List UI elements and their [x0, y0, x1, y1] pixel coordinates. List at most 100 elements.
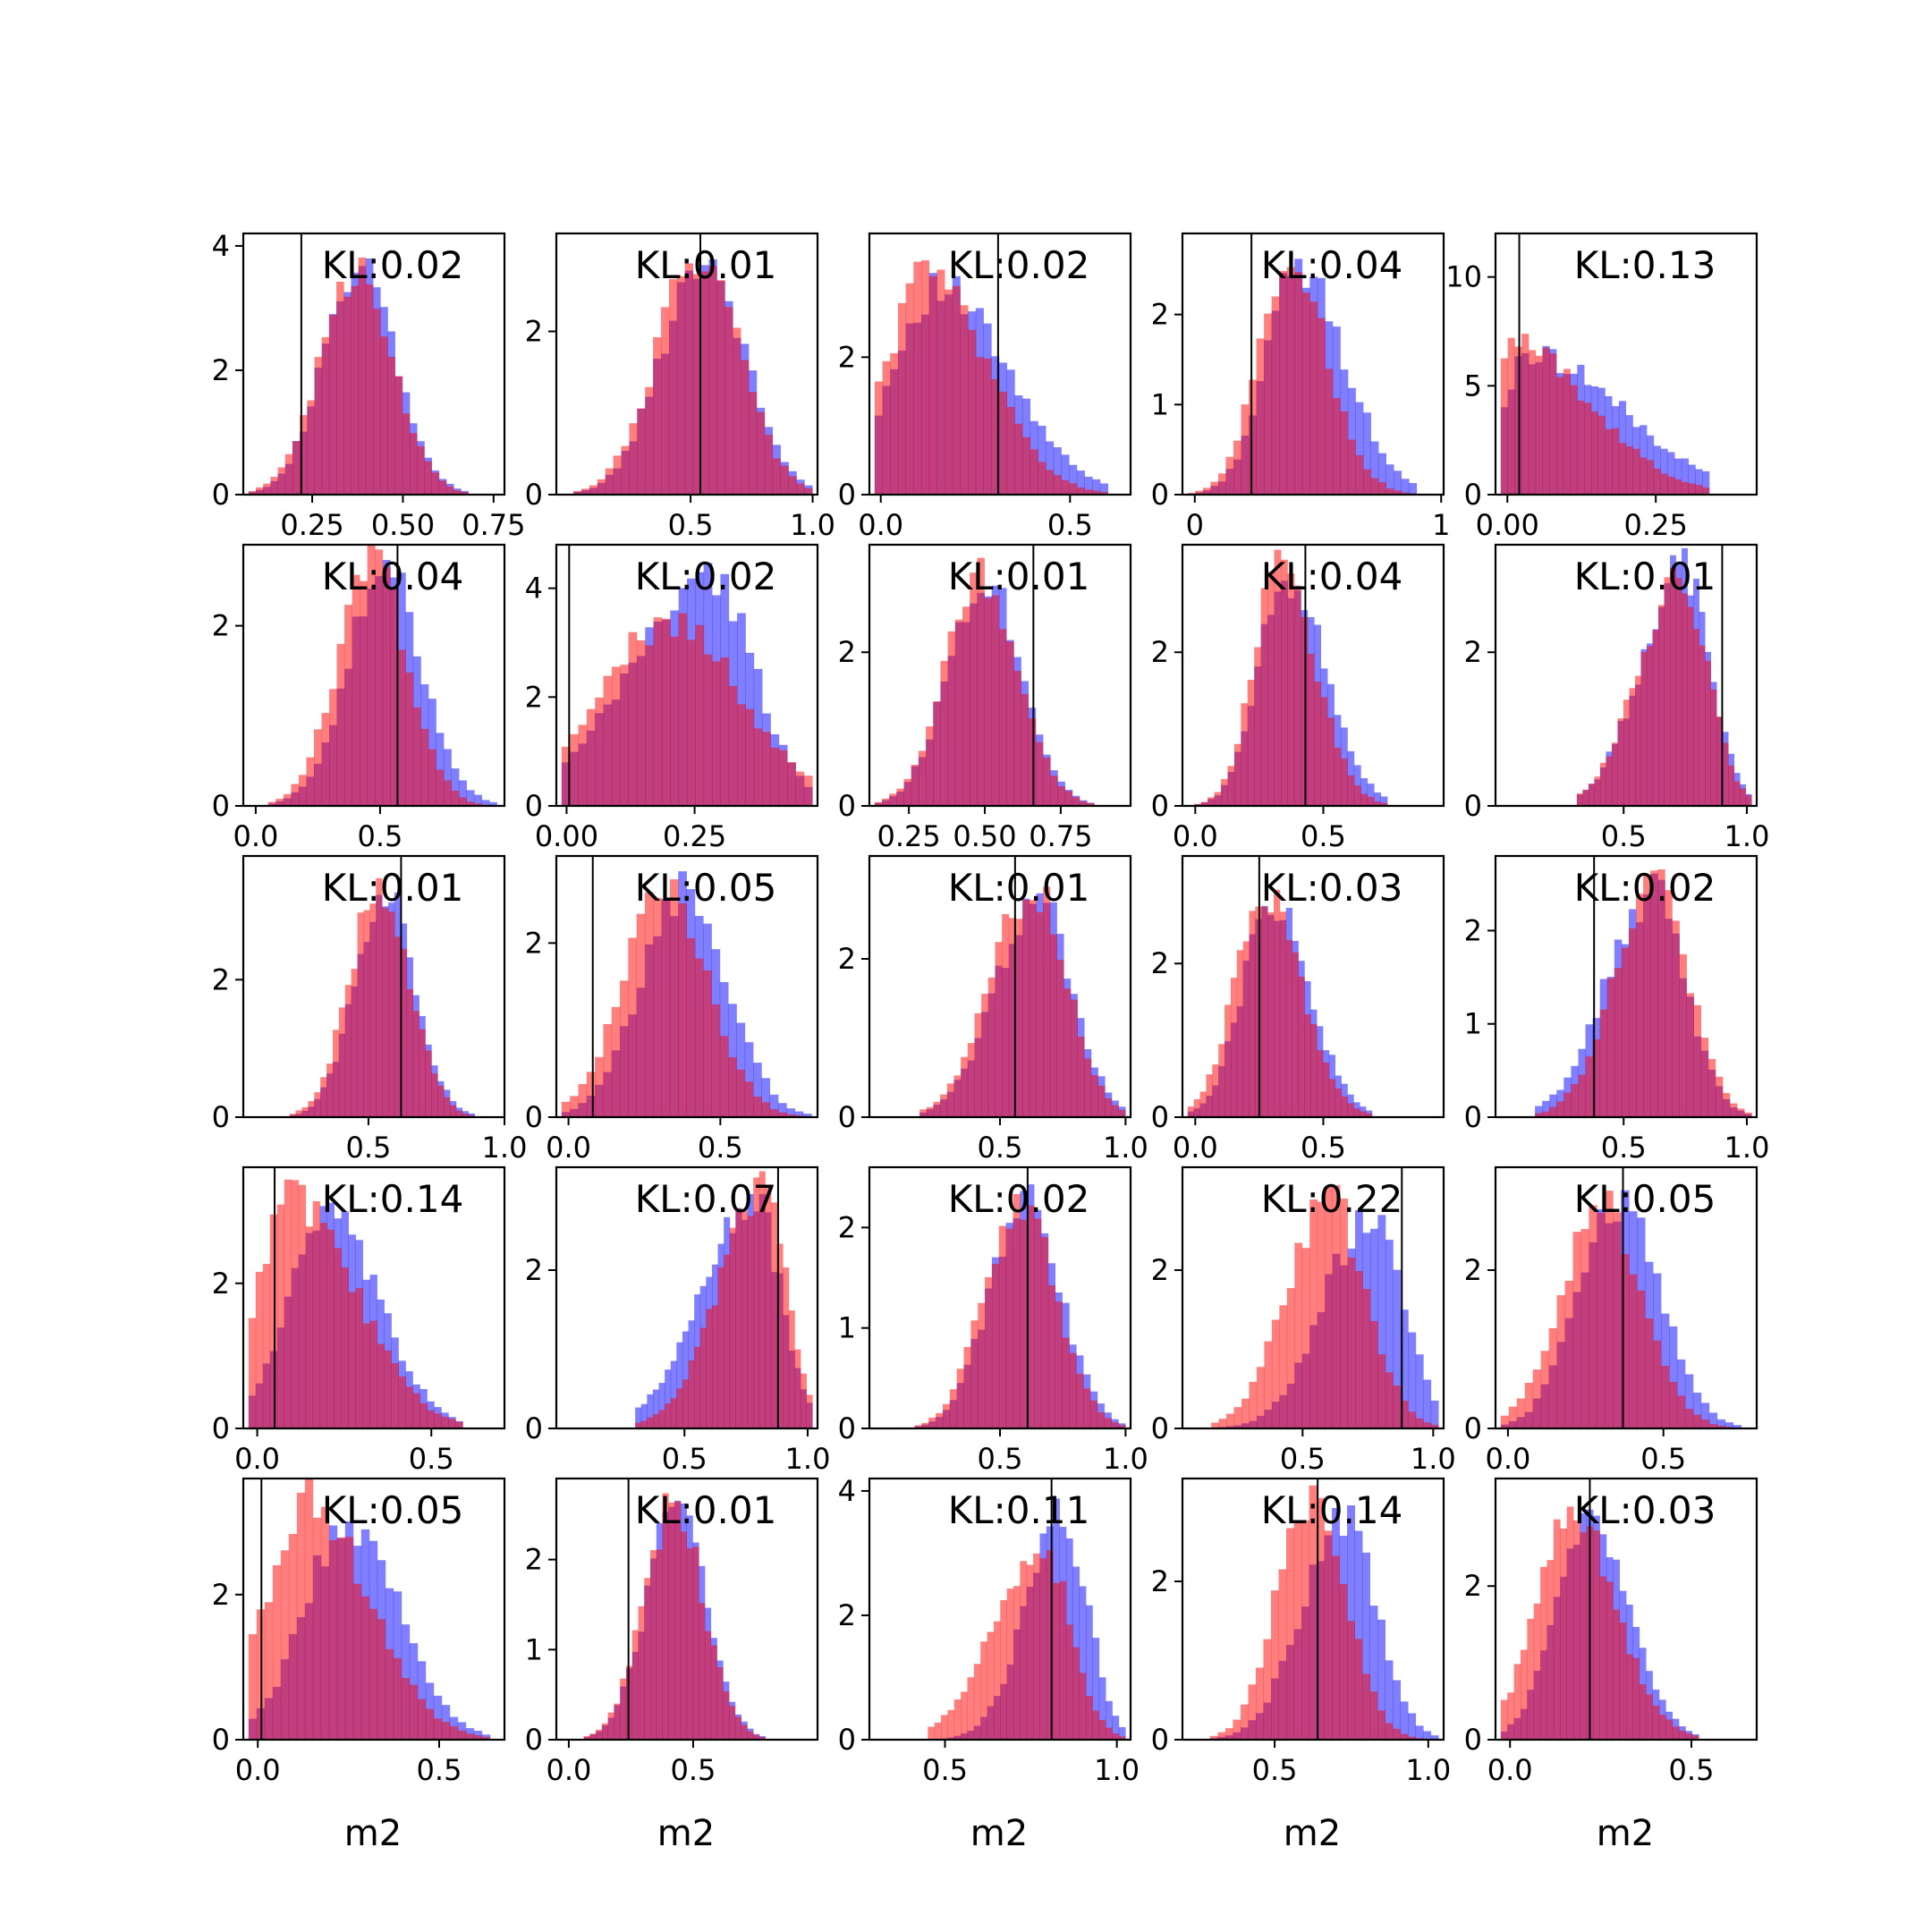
histogram-bar — [1700, 1038, 1709, 1117]
histogram-bar — [1241, 1398, 1250, 1428]
histogram-bar — [687, 640, 696, 806]
histogram-bar — [753, 1097, 762, 1117]
histogram-bar — [437, 1085, 445, 1117]
histogram-bar — [1415, 1354, 1424, 1428]
histogram-bar — [321, 713, 330, 806]
histogram-bar — [1640, 457, 1648, 495]
histogram-bar — [1668, 1326, 1678, 1428]
histogram-bar — [1271, 1319, 1280, 1428]
histogram-bar — [307, 400, 315, 495]
kl-annotation: KL:0.01 — [948, 866, 1090, 910]
histogram-bar — [1580, 1229, 1589, 1428]
histogram-bar — [1653, 468, 1661, 495]
histogram-bar — [1528, 350, 1537, 495]
histogram-bar — [1700, 1419, 1710, 1428]
x-tick-label: 0.25 — [1624, 508, 1688, 542]
plot-area — [1209, 1479, 1439, 1740]
plot-area — [928, 1479, 1126, 1740]
x-tick-label: 0.0 — [1487, 1753, 1533, 1787]
histogram-bar — [745, 708, 755, 806]
histogram-bar — [970, 572, 978, 806]
histogram-bar — [1050, 775, 1058, 806]
histogram-bar — [459, 797, 467, 806]
histogram-bar — [334, 1248, 342, 1428]
histogram-bar — [449, 1726, 459, 1740]
histogram-bar — [1745, 795, 1752, 806]
panel-frame — [1181, 543, 1445, 808]
histogram-bar — [1341, 1096, 1348, 1117]
histogram-bar — [365, 284, 374, 495]
panel-frame — [868, 232, 1132, 496]
kl-annotation: KL:0.14 — [1261, 1488, 1403, 1532]
histogram-bar — [1301, 616, 1309, 806]
histogram-bar — [448, 1419, 456, 1428]
histogram-bar — [1249, 379, 1257, 495]
histogram-bar — [670, 636, 680, 806]
histogram-bar — [1098, 1719, 1106, 1740]
histogram-bar — [1533, 1603, 1541, 1740]
y-tick-label: 2 — [212, 1578, 230, 1612]
y-tick-label: 2 — [838, 942, 856, 976]
histogram-bar — [1369, 1606, 1378, 1740]
histogram-bar — [338, 1007, 346, 1117]
histogram-bar — [1684, 1374, 1694, 1428]
histogram-bar — [1380, 802, 1388, 806]
x-tick-label: 0.0 — [1485, 1442, 1530, 1476]
panel-frame — [1181, 1165, 1445, 1430]
histogram-bar — [889, 793, 897, 806]
histogram-bar — [1516, 1398, 1526, 1428]
histogram-bar — [788, 1310, 795, 1428]
histogram-bar — [920, 260, 930, 495]
histogram-bar — [1030, 449, 1038, 495]
kl-annotation: KL:0.02 — [1574, 866, 1716, 910]
histogram-bar — [449, 1105, 457, 1117]
histogram-bar — [1594, 776, 1601, 806]
kl-annotation: KL:0.02 — [635, 555, 777, 598]
histogram-bar — [1640, 652, 1648, 806]
histogram-bar — [1065, 1624, 1073, 1740]
histogram-bar — [756, 411, 766, 495]
histogram-bar — [269, 1214, 278, 1428]
y-tick-label: 2 — [525, 1253, 543, 1287]
histogram-bar — [1256, 1367, 1265, 1428]
histogram-bar — [729, 1227, 736, 1428]
histogram-bar — [945, 289, 953, 495]
histogram-bar — [703, 654, 713, 806]
histogram-bar — [1606, 756, 1613, 806]
histogram-bar — [1500, 358, 1509, 495]
histogram-bar — [295, 1110, 302, 1117]
histogram-bar — [658, 1383, 665, 1428]
histogram-bar — [686, 937, 696, 1117]
histogram-bar — [1076, 1373, 1084, 1428]
histogram-bar — [1563, 369, 1571, 495]
y-tick-label: 0 — [525, 1100, 543, 1134]
histogram-bar — [1353, 785, 1361, 806]
histogram-bar — [459, 780, 467, 806]
plot-area — [1211, 1167, 1439, 1428]
y-tick-label: 0 — [1151, 789, 1169, 823]
histogram-bar — [1708, 1424, 1718, 1428]
histogram-bar — [1254, 647, 1262, 806]
histogram-bar — [1099, 483, 1109, 495]
histogram-bar — [1619, 1623, 1627, 1740]
histogram-bar — [1209, 1735, 1218, 1740]
histogram-bar — [1264, 313, 1273, 495]
x-tick-label: 1 — [1432, 508, 1450, 542]
histogram-bar — [1423, 1422, 1432, 1428]
histogram-bar — [466, 801, 475, 806]
histogram-bar — [631, 1630, 639, 1740]
histogram-bar — [1688, 483, 1696, 495]
histogram-bar — [474, 803, 483, 806]
histogram-bar — [1324, 1530, 1333, 1740]
histogram-bar — [1646, 460, 1655, 495]
histogram-bar — [328, 315, 337, 495]
plot-area — [561, 856, 812, 1117]
histogram-bar — [1693, 1004, 1702, 1117]
histogram-bar — [1660, 448, 1668, 495]
y-tick-label: 0 — [525, 1723, 543, 1757]
histogram-bar — [1118, 1736, 1126, 1740]
histogram-bar — [1049, 934, 1057, 1117]
histogram-bar — [1069, 1352, 1077, 1428]
histogram-bar — [589, 1733, 597, 1740]
histogram-panel-r3-c3: 0.5 1.0 0 2 KL:0.01 — [838, 854, 1148, 1165]
